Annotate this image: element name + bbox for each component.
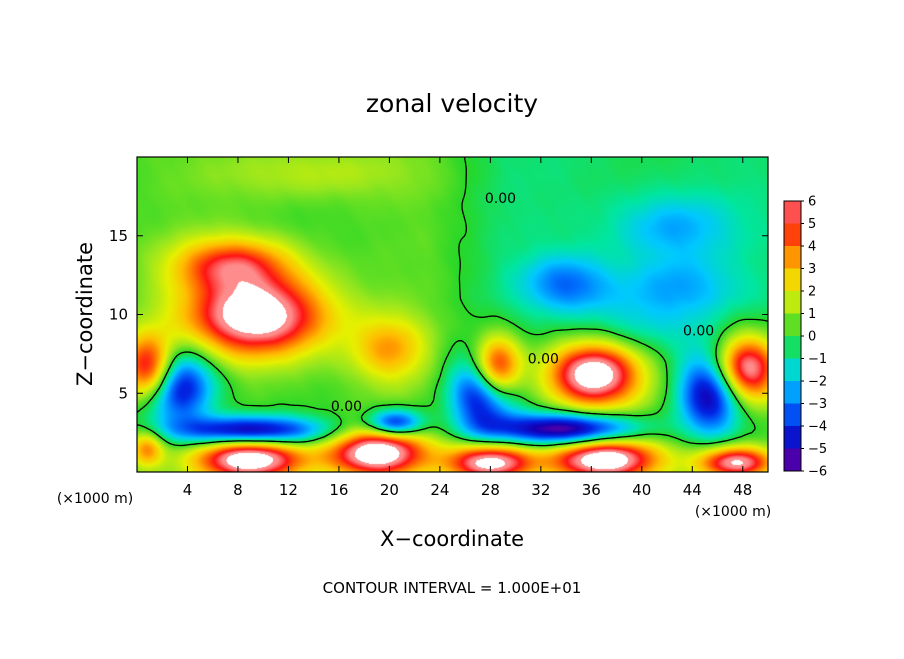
colorbar-segment <box>784 246 801 269</box>
colorbar-segment <box>784 223 801 247</box>
colorbar-segment <box>784 358 801 382</box>
colorbar-segment <box>784 291 801 314</box>
contour-label: 0.00 <box>528 352 559 368</box>
colorbar: 6 5 4 3 2 1 0 −1 −2 −3 −4 −5 −6 <box>783 195 827 480</box>
colorbar-tick-label: 1 <box>808 307 816 322</box>
colorbar-tick-label: −2 <box>808 375 827 390</box>
colorbar-tick-label: −4 <box>808 420 827 435</box>
colorbar-tick-label: 2 <box>808 285 816 300</box>
x-tick-label: 32 <box>531 481 550 499</box>
x-tick-label: 8 <box>233 481 243 499</box>
x-tick-label: 36 <box>582 481 601 499</box>
x-axis-ticks: 4 8 12 16 20 24 28 32 36 40 44 48 <box>183 157 752 499</box>
x-tick-label: 44 <box>683 481 702 499</box>
chart-title: zonal velocity <box>366 89 538 118</box>
x-axis-unit-left: (×1000 m) <box>57 491 133 507</box>
colorbar-segment <box>784 336 801 359</box>
colorbar-segment <box>784 426 801 449</box>
contour-interval-note: CONTOUR INTERVAL = 1.000E+01 <box>323 579 582 597</box>
contour-label: 0.00 <box>683 323 714 339</box>
colorbar-tick-label: 3 <box>808 262 816 277</box>
colorbar-tick-label: 0 <box>808 330 816 345</box>
x-tick-label: 48 <box>733 481 752 499</box>
colorbar-tick-label: −6 <box>808 465 827 480</box>
x-tick-label: 28 <box>481 481 500 499</box>
y-axis-ticks: 5 10 15 <box>109 227 768 402</box>
colorbar-tick-label: 5 <box>808 217 816 232</box>
x-tick-label: 40 <box>632 481 651 499</box>
colorbar-tick-label: −5 <box>808 442 827 457</box>
colorbar-segment <box>784 201 801 224</box>
colorbar-segment <box>784 313 801 337</box>
x-tick-label: 12 <box>279 481 298 499</box>
colorbar-tick-label: 6 <box>808 195 816 210</box>
x-tick-label: 16 <box>329 481 348 499</box>
heatmap-field <box>137 157 768 472</box>
y-tick-label: 15 <box>109 227 128 245</box>
colorbar-segment <box>784 268 801 292</box>
x-axis-unit-right: (×1000 m) <box>695 504 771 520</box>
colorbar-segment <box>784 403 801 427</box>
colorbar-tick-label: −1 <box>808 352 827 367</box>
y-tick-label: 10 <box>109 306 128 324</box>
colorbar-tick-label: −3 <box>808 397 827 412</box>
contour-line <box>136 156 769 447</box>
plot-area: 0.00 0.00 0.00 0.00 <box>136 156 769 473</box>
x-axis-title: X−coordinate <box>380 527 524 551</box>
y-tick-label: 5 <box>118 384 128 402</box>
colorbar-segment <box>784 448 801 472</box>
contour-label: 0.00 <box>331 399 362 415</box>
x-tick-label: 24 <box>430 481 449 499</box>
contour-label: 0.00 <box>485 191 516 207</box>
contour-lines <box>136 156 769 447</box>
x-tick-label: 20 <box>380 481 399 499</box>
colorbar-segment <box>784 381 801 404</box>
contour-labels: 0.00 0.00 0.00 0.00 <box>331 191 714 415</box>
colorbar-tick-label: 4 <box>808 240 816 255</box>
x-tick-label: 4 <box>183 481 193 499</box>
y-axis-title: Z−coordinate <box>73 242 97 386</box>
